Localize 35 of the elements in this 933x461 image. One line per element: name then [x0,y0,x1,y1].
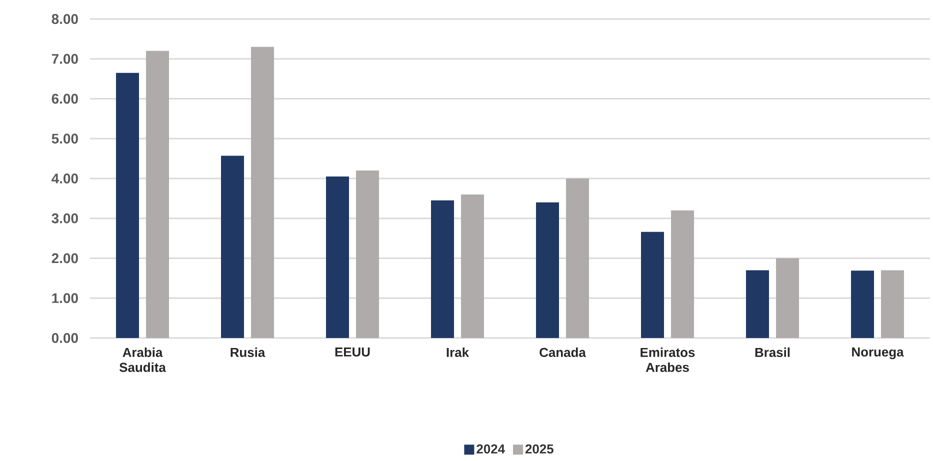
y-tick-label: 5.00 [52,134,78,144]
y-tick-label: 0.00 [52,333,78,343]
bar [566,178,589,338]
legend-label: 2025 [525,444,554,454]
y-tick-label: 4.00 [52,174,78,184]
bar [536,202,559,338]
bar [851,270,874,338]
x-tick-label: Noruega [852,348,904,360]
bar [251,46,274,338]
x-tick-label: Brasil [755,348,790,358]
bar [746,270,769,338]
x-tick-label: Arabia Saudita [119,348,166,372]
x-tick-label: EEUU [335,348,370,357]
y-tick-label: 3.00 [52,213,78,224]
y-tick-label: 7.00 [52,54,78,64]
bar [431,200,454,338]
bar [116,72,139,338]
x-tick-label: Emiratos Arabes [640,348,695,372]
bar [776,258,799,338]
y-tick-label: 1.00 [52,293,78,304]
bar [881,270,904,338]
bar [326,176,349,338]
bar [671,210,694,338]
y-tick-label: 2.00 [52,253,78,264]
bar [641,232,664,338]
bar [221,156,244,338]
bar [461,194,484,338]
y-tick-label: 6.00 [52,94,78,104]
x-tick-label: Irak [446,348,470,358]
y-tick-label: 8.00 [52,14,78,24]
x-tick-label: Canada [540,348,586,358]
bar [146,50,169,338]
x-tick-label: Rusia [230,348,266,358]
bar [356,170,379,338]
legend-label: 2024 [476,444,505,454]
